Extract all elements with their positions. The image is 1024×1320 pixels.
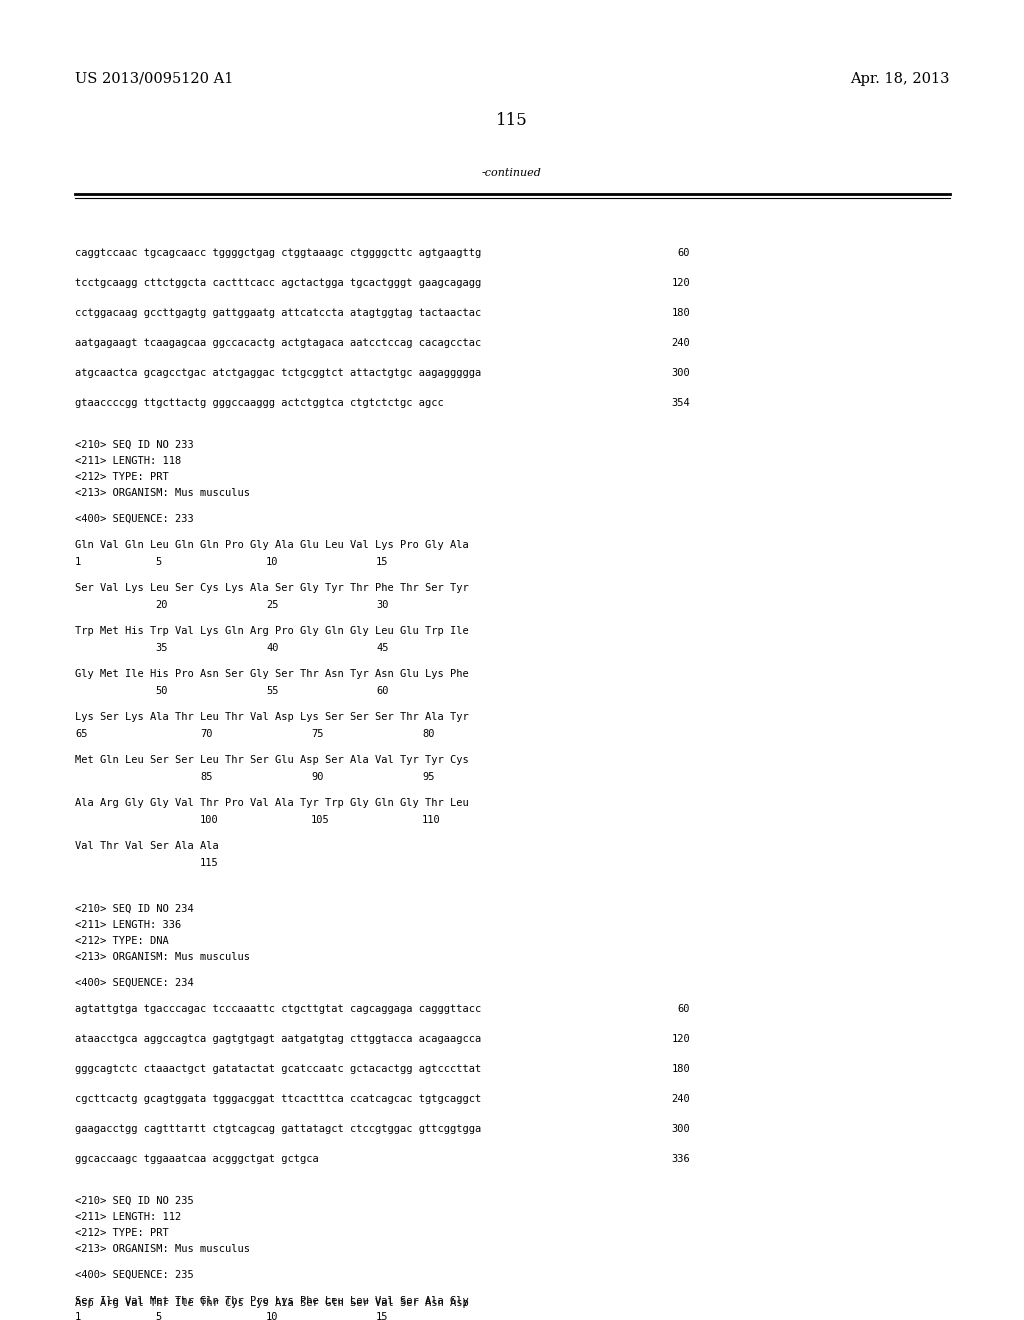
Text: US 2013/0095120 A1: US 2013/0095120 A1: [75, 73, 233, 86]
Text: 1: 1: [75, 1312, 81, 1320]
Text: 60: 60: [678, 248, 690, 257]
Text: cgcttcactg gcagtggata tgggacggat ttcactttca ccatcagcac tgtgcaggct: cgcttcactg gcagtggata tgggacggat ttcactt…: [75, 1094, 481, 1104]
Text: gaagacctgg cagtttатtt ctgtcagcag gattatagct ctccgtggac gttcggtgga: gaagacctgg cagtttатtt ctgtcagcag gattata…: [75, 1125, 481, 1134]
Text: Gly Met Ile His Pro Asn Ser Gly Ser Thr Asn Tyr Asn Glu Lys Phe: Gly Met Ile His Pro Asn Ser Gly Ser Thr …: [75, 669, 469, 678]
Text: 120: 120: [672, 279, 690, 288]
Text: ggcaccaagc tggaaatcaa acgggctgat gctgca: ggcaccaagc tggaaatcaa acgggctgat gctgca: [75, 1154, 318, 1164]
Text: 65: 65: [75, 729, 87, 739]
Text: <213> ORGANISM: Mus musculus: <213> ORGANISM: Mus musculus: [75, 488, 250, 498]
Text: <211> LENGTH: 112: <211> LENGTH: 112: [75, 1212, 181, 1222]
Text: 115: 115: [200, 858, 219, 869]
Text: Gln Val Gln Leu Gln Gln Pro Gly Ala Glu Leu Val Lys Pro Gly Ala: Gln Val Gln Leu Gln Gln Pro Gly Ala Glu …: [75, 540, 469, 550]
Text: Trp Met His Trp Val Lys Gln Arg Pro Gly Gln Gly Leu Glu Trp Ile: Trp Met His Trp Val Lys Gln Arg Pro Gly …: [75, 626, 469, 636]
Text: 25: 25: [266, 601, 279, 610]
Text: 55: 55: [266, 686, 279, 696]
Text: 85: 85: [200, 772, 213, 781]
Text: Lys Ser Lys Ala Thr Leu Thr Val Asp Lys Ser Ser Ser Thr Ala Tyr: Lys Ser Lys Ala Thr Leu Thr Val Asp Lys …: [75, 711, 469, 722]
Text: <400> SEQUENCE: 235: <400> SEQUENCE: 235: [75, 1270, 194, 1280]
Text: 35: 35: [155, 643, 168, 653]
Text: <400> SEQUENCE: 234: <400> SEQUENCE: 234: [75, 978, 194, 987]
Text: caggtccaac tgcagcaacc tggggctgag ctggtaaagc ctggggcttc agtgaagttg: caggtccaac tgcagcaacc tggggctgag ctggtaa…: [75, 248, 481, 257]
Text: gggcagtctc ctaaactgct gatatactat gcatccaatc gctacactgg agtcccttat: gggcagtctc ctaaactgct gatatactat gcatcca…: [75, 1064, 481, 1074]
Text: 105: 105: [311, 814, 330, 825]
Text: 354: 354: [672, 399, 690, 408]
Text: <210> SEQ ID NO 233: <210> SEQ ID NO 233: [75, 440, 194, 450]
Text: 5: 5: [155, 1312, 161, 1320]
Text: 5: 5: [155, 557, 161, 568]
Text: 60: 60: [678, 1005, 690, 1014]
Text: <213> ORGANISM: Mus musculus: <213> ORGANISM: Mus musculus: [75, 1243, 250, 1254]
Text: <210> SEQ ID NO 234: <210> SEQ ID NO 234: [75, 904, 194, 913]
Text: 100: 100: [200, 814, 219, 825]
Text: atgcaactca gcagcctgac atctgaggac tctgcggtct attactgtgc aagaggggga: atgcaactca gcagcctgac atctgaggac tctgcgg…: [75, 368, 481, 378]
Text: <400> SEQUENCE: 233: <400> SEQUENCE: 233: [75, 513, 194, 524]
Text: 75: 75: [311, 729, 324, 739]
Text: 300: 300: [672, 1125, 690, 1134]
Text: 70: 70: [200, 729, 213, 739]
Text: 95: 95: [422, 772, 434, 781]
Text: cctggacaag gccttgagtg gattggaatg attcatccta atagtggtag tactaactac: cctggacaag gccttgagtg gattggaatg attcatc…: [75, 308, 481, 318]
Text: Apr. 18, 2013: Apr. 18, 2013: [851, 73, 950, 86]
Text: ataacctgca aggccagtca gagtgtgagt aatgatgtag cttggtacca acagaagcca: ataacctgca aggccagtca gagtgtgagt aatgatg…: [75, 1034, 481, 1044]
Text: 15: 15: [376, 1312, 388, 1320]
Text: Asp Arg Val Thr Ile Thr Cys Lys Ala Ser Gln Ser Val Ser Asn Asp: Asp Arg Val Thr Ile Thr Cys Lys Ala Ser …: [75, 1298, 469, 1308]
Text: gtaaccccgg ttgcttactg gggccaaggg actctggtca ctgtctctgc agcc: gtaaccccgg ttgcttactg gggccaaggg actctgg…: [75, 399, 443, 408]
Text: 60: 60: [376, 686, 388, 696]
Text: 20: 20: [155, 601, 168, 610]
Text: Ser Val Lys Leu Ser Cys Lys Ala Ser Gly Tyr Thr Phe Thr Ser Tyr: Ser Val Lys Leu Ser Cys Lys Ala Ser Gly …: [75, 583, 469, 593]
Text: Val Thr Val Ser Ala Ala: Val Thr Val Ser Ala Ala: [75, 841, 219, 851]
Text: 110: 110: [422, 814, 440, 825]
Text: Ser Ile Val Met Thr Gln Thr Pro Lys Phe Leu Leu Val Ser Ala Gly: Ser Ile Val Met Thr Gln Thr Pro Lys Phe …: [75, 1296, 469, 1305]
Text: 300: 300: [672, 368, 690, 378]
Text: Met Gln Leu Ser Ser Leu Thr Ser Glu Asp Ser Ala Val Tyr Tyr Cys: Met Gln Leu Ser Ser Leu Thr Ser Glu Asp …: [75, 755, 469, 766]
Text: aatgagaagt tcaagagcaa ggccacactg actgtagaca aatcctccag cacagcctac: aatgagaagt tcaagagcaa ggccacactg actgtag…: [75, 338, 481, 348]
Text: 240: 240: [672, 338, 690, 348]
Text: 120: 120: [672, 1034, 690, 1044]
Text: 115: 115: [496, 112, 528, 129]
Text: <211> LENGTH: 336: <211> LENGTH: 336: [75, 920, 181, 931]
Text: <212> TYPE: PRT: <212> TYPE: PRT: [75, 1228, 169, 1238]
Text: 180: 180: [672, 1064, 690, 1074]
Text: agtattgtga tgacccagac tcccaaattc ctgcttgtat cagcaggaga cagggttacc: agtattgtga tgacccagac tcccaaattc ctgcttg…: [75, 1005, 481, 1014]
Text: <211> LENGTH: 118: <211> LENGTH: 118: [75, 455, 181, 466]
Text: 90: 90: [311, 772, 324, 781]
Text: 180: 180: [672, 308, 690, 318]
Text: <212> TYPE: DNA: <212> TYPE: DNA: [75, 936, 169, 946]
Text: 15: 15: [376, 557, 388, 568]
Text: -continued: -continued: [482, 168, 542, 178]
Text: <212> TYPE: PRT: <212> TYPE: PRT: [75, 473, 169, 482]
Text: 240: 240: [672, 1094, 690, 1104]
Text: 10: 10: [266, 1312, 279, 1320]
Text: Ala Arg Gly Gly Val Thr Pro Val Ala Tyr Trp Gly Gln Gly Thr Leu: Ala Arg Gly Gly Val Thr Pro Val Ala Tyr …: [75, 799, 469, 808]
Text: tcctgcaagg cttctggcta cactttcacc agctactgga tgcactgggt gaagcagagg: tcctgcaagg cttctggcta cactttcacc agctact…: [75, 279, 481, 288]
Text: 50: 50: [155, 686, 168, 696]
Text: <213> ORGANISM: Mus musculus: <213> ORGANISM: Mus musculus: [75, 952, 250, 962]
Text: 336: 336: [672, 1154, 690, 1164]
Text: 80: 80: [422, 729, 434, 739]
Text: 40: 40: [266, 643, 279, 653]
Text: 30: 30: [376, 601, 388, 610]
Text: 10: 10: [266, 557, 279, 568]
Text: 45: 45: [376, 643, 388, 653]
Text: <210> SEQ ID NO 235: <210> SEQ ID NO 235: [75, 1196, 194, 1206]
Text: 1: 1: [75, 557, 81, 568]
